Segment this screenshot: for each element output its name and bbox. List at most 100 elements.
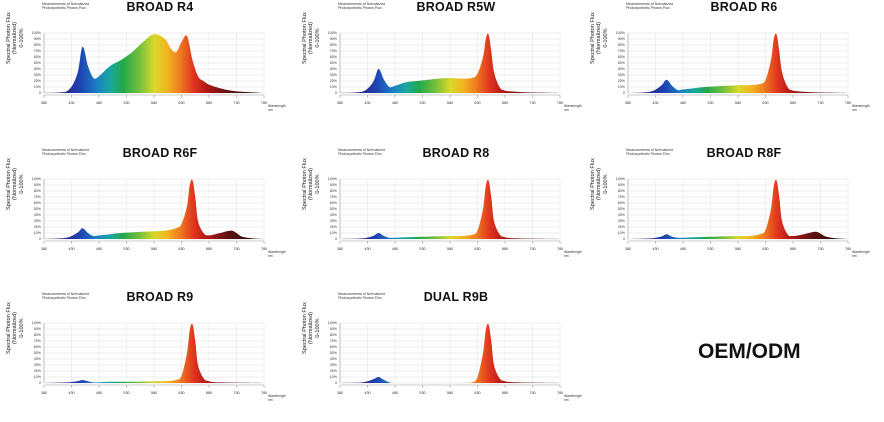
x-tick-label: 580 (735, 101, 741, 105)
y-tick-label: 80% (330, 43, 338, 47)
x-axis-label-line2: nm (852, 107, 857, 112)
x-tick-label: 730 (233, 247, 239, 251)
y-tick-label: 10% (618, 231, 626, 235)
y-tick-label: 30% (330, 219, 338, 223)
measurement-caption: Measurements of Normalized Photosyntheti… (338, 2, 385, 11)
y-tick-label: 70% (330, 339, 338, 343)
spectrum-chart-broad-r4: 0 10% 20% 30% 40% 50% 60% 70% 80% 90% 100% 380 430 48… (32, 31, 267, 105)
y-tick-label: 50% (34, 207, 42, 211)
y-tick-label: 100% (328, 321, 338, 325)
x-tick-label: 680 (502, 247, 508, 251)
y-tick-label: 100% (32, 177, 42, 181)
y-axis-label-line1: Spectral Photon Flux (Normalized) (6, 158, 19, 210)
x-axis-label-line1: Wavelength (564, 394, 582, 398)
x-tick-label: 430 (68, 247, 74, 251)
x-tick-label: 780 (261, 247, 267, 251)
y-tick-label: 70% (34, 339, 42, 343)
x-tick-label: 380 (337, 101, 343, 105)
y-tick-label: 10% (330, 231, 338, 235)
y-tick-label: 90% (330, 183, 338, 187)
y-tick-label: 0 (623, 237, 625, 241)
y-tick-label: 30% (34, 219, 42, 223)
y-tick-label: 100% (616, 31, 626, 35)
y-tick-label: 80% (618, 189, 626, 193)
x-axis-label-line2: nm (268, 107, 273, 112)
y-tick-label: 50% (34, 61, 42, 65)
x-tick-label: 530 (419, 101, 425, 105)
x-axis-label: Wavelength nm (268, 394, 286, 402)
chart-title: BROAD R8F (706, 146, 782, 160)
y-tick-label: 20% (330, 79, 338, 83)
spectrum-area-series (340, 33, 560, 93)
x-tick-label: 530 (123, 101, 129, 105)
chart-title: BROAD R6 (710, 0, 778, 14)
x-tick-label: 630 (762, 247, 768, 251)
y-tick-label: 40% (330, 67, 338, 71)
x-axis-label-line2: nm (268, 397, 273, 402)
x-axis-label-line1: Wavelength (268, 250, 286, 254)
x-tick-label: 380 (41, 247, 47, 251)
oem-odm-label: OEM/ODM (698, 340, 801, 363)
y-tick-label: 40% (618, 213, 626, 217)
y-tick-label: 0 (39, 381, 41, 385)
x-tick-label: 630 (178, 247, 184, 251)
y-tick-label: 50% (618, 207, 626, 211)
x-tick-label: 780 (261, 101, 267, 105)
x-tick-label: 630 (474, 247, 480, 251)
spectrum-area-series (44, 34, 264, 93)
measurement-caption: Measurements of Normalized Photosyntheti… (626, 2, 673, 11)
y-tick-label: 10% (34, 231, 42, 235)
y-tick-label: 40% (34, 357, 42, 361)
x-tick-label: 430 (652, 247, 658, 251)
x-tick-label: 380 (41, 391, 47, 395)
x-tick-label: 680 (502, 101, 508, 105)
y-axis-label-line1: Spectral Photon Flux (Normalized) (302, 302, 315, 354)
y-tick-label: 90% (330, 327, 338, 331)
spectrum-chart-dual-r9b: 0 10% 20% 30% 40% 50% 60% 70% 80% 90% 100% 380 430 48… (328, 321, 563, 395)
x-tick-label: 680 (206, 391, 212, 395)
x-tick-label: 730 (817, 101, 823, 105)
chart-panel-broad-r6: BROAD R6 Measurements of Normalized Photo… (590, 0, 884, 132)
x-tick-label: 630 (474, 101, 480, 105)
chart-title: DUAL R9B (423, 290, 489, 304)
x-tick-label: 480 (96, 101, 102, 105)
chart-panel-broad-r8: BROAD R8 Measurements of Normalized Photo… (302, 146, 596, 278)
y-tick-label: 10% (34, 85, 42, 89)
y-tick-label: 30% (34, 363, 42, 367)
y-tick-label: 80% (34, 333, 42, 337)
y-tick-label: 60% (618, 55, 626, 59)
y-tick-label: 50% (34, 351, 42, 355)
y-tick-label: 70% (618, 195, 626, 199)
y-tick-label: 90% (34, 37, 42, 41)
y-tick-label: 100% (328, 177, 338, 181)
y-tick-label: 70% (330, 195, 338, 199)
x-axis-label-line1: Wavelength (852, 104, 870, 108)
y-tick-label: 10% (34, 375, 42, 379)
x-tick-label: 780 (557, 247, 563, 251)
y-tick-label: 40% (330, 357, 338, 361)
y-tick-label: 20% (34, 79, 42, 83)
x-tick-label: 480 (96, 247, 102, 251)
chart-title: BROAD R8 (422, 146, 490, 160)
x-axis-label: Wavelength nm (268, 250, 286, 258)
x-axis-label-line1: Wavelength (564, 104, 582, 108)
measurement-caption: Measurements of Normalized Photosyntheti… (626, 148, 673, 157)
x-tick-label: 630 (178, 391, 184, 395)
x-tick-label: 680 (206, 101, 212, 105)
y-tick-label: 60% (618, 201, 626, 205)
y-tick-label: 0 (335, 381, 337, 385)
x-axis-label-line1: Wavelength (268, 394, 286, 398)
x-tick-label: 730 (529, 391, 535, 395)
measurement-caption: Measurements of Normalized Photosyntheti… (42, 148, 89, 157)
x-tick-label: 580 (151, 101, 157, 105)
y-tick-label: 20% (34, 369, 42, 373)
spectrum-chart-broad-r5w: 0 10% 20% 30% 40% 50% 60% 70% 80% 90% 100% 380 430 48… (328, 31, 563, 105)
y-tick-label: 90% (34, 327, 42, 331)
y-tick-label: 90% (618, 183, 626, 187)
y-tick-label: 60% (330, 345, 338, 349)
x-tick-label: 430 (364, 101, 370, 105)
y-tick-label: 60% (34, 345, 42, 349)
y-tick-label: 30% (330, 73, 338, 77)
x-axis-label-line2: nm (268, 253, 273, 258)
y-tick-label: 80% (34, 43, 42, 47)
